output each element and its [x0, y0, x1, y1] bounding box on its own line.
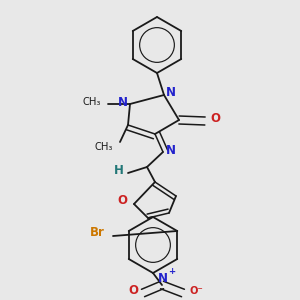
Text: CH₃: CH₃ — [83, 97, 101, 107]
Text: O: O — [210, 112, 220, 125]
Text: Br: Br — [90, 226, 104, 239]
Text: N: N — [166, 85, 176, 98]
Text: N: N — [166, 143, 176, 157]
Text: N: N — [118, 95, 128, 109]
Text: O: O — [117, 194, 127, 208]
Text: +: + — [168, 266, 175, 275]
Text: O: O — [128, 284, 138, 298]
Text: N: N — [158, 272, 168, 286]
Text: O⁻: O⁻ — [189, 286, 203, 296]
Text: CH₃: CH₃ — [95, 142, 113, 152]
Text: H: H — [114, 164, 124, 178]
